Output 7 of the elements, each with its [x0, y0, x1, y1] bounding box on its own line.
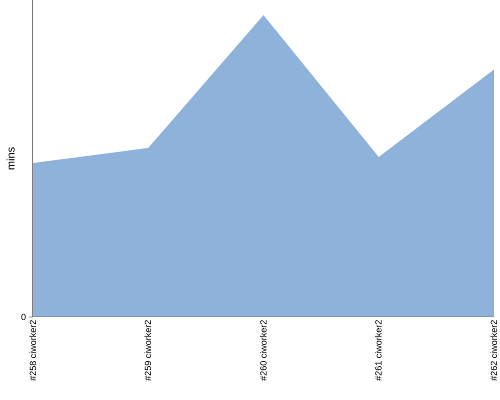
x-tick-label: #262 ciworker2	[488, 320, 499, 381]
x-tick-label: #259 ciworker2	[143, 320, 154, 381]
x-tick-label: #261 ciworker2	[374, 320, 384, 381]
x-tick-label: #260 ciworker2	[258, 320, 268, 381]
y-axis-title: mins	[6, 146, 18, 170]
x-tick-label: #258 ciworker2	[28, 320, 38, 381]
text: 0	[21, 312, 26, 322]
